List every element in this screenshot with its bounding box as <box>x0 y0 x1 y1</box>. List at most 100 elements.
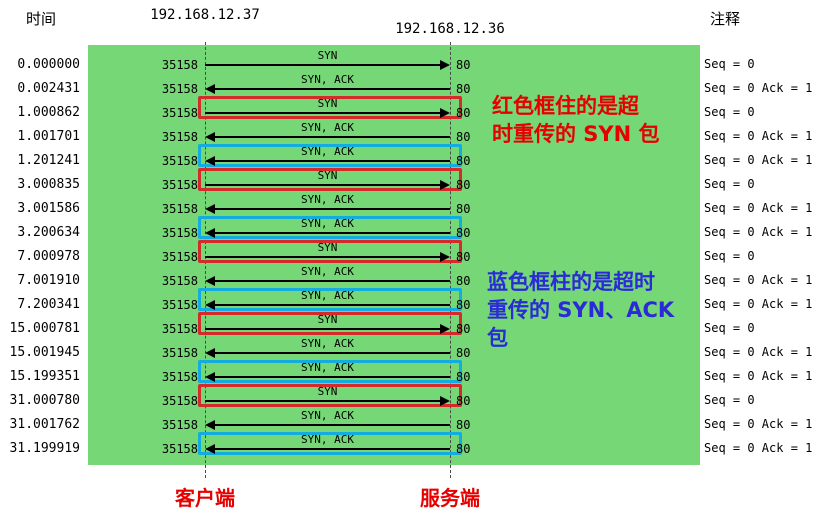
graph-canvas <box>88 45 700 465</box>
flow-right-port: 80 <box>456 274 471 288</box>
flow-packet-label: SYN <box>317 385 338 398</box>
time-column-header: 时间 <box>26 10 57 28</box>
arrow-left-icon <box>205 444 215 454</box>
syn-retransmit-box <box>198 312 462 335</box>
flow-comment: Seq = 0 Ack = 1 <box>704 369 813 383</box>
flow-packet-label: SYN, ACK <box>301 265 354 278</box>
flow-right-port: 80 <box>456 178 471 192</box>
arrow-right-icon <box>440 252 450 262</box>
arrow-left-icon <box>205 372 215 382</box>
client-ip-header: 192.168.12.37 <box>150 7 260 23</box>
flow-arrow-shaft <box>215 352 450 354</box>
flow-comment: Seq = 0 Ack = 1 <box>704 273 813 287</box>
flow-time: 1.001701 <box>17 129 80 144</box>
flow-comment: Seq = 0 Ack = 1 <box>704 153 813 167</box>
flow-arrow-shaft <box>215 208 450 210</box>
flow-left-port: 35158 <box>161 250 198 264</box>
flow-comment: Seq = 0 Ack = 1 <box>704 417 813 431</box>
comments-column-header: 注释 <box>710 10 741 28</box>
flow-time: 15.199351 <box>9 369 80 384</box>
flow-right-port: 80 <box>456 202 471 216</box>
arrow-right-icon <box>440 108 450 118</box>
arrow-left-icon <box>205 228 215 238</box>
flow-packet-label: SYN <box>317 313 338 326</box>
flow-packet-label: SYN <box>317 241 338 254</box>
flow-right-port: 80 <box>456 394 471 408</box>
flow-right-port: 80 <box>456 298 471 312</box>
flow-left-port: 35158 <box>161 370 198 384</box>
flow-packet-label: SYN <box>317 169 338 182</box>
arrow-left-icon <box>205 276 215 286</box>
flow-left-port: 35158 <box>161 298 198 312</box>
syn-retransmit-box <box>198 168 462 191</box>
flow-comment: Seq = 0 <box>704 105 755 119</box>
flow-right-port: 80 <box>456 130 471 144</box>
flow-right-port: 80 <box>456 250 471 264</box>
flow-arrow-shaft <box>215 88 450 90</box>
flow-comment: Seq = 0 <box>704 393 755 407</box>
flow-left-port: 35158 <box>161 202 198 216</box>
syn-retransmission-note: 红色框住的是超 时重传的 SYN 包 <box>492 94 660 146</box>
server-ip-header: 192.168.12.36 <box>395 21 505 37</box>
arrow-left-icon <box>205 420 215 430</box>
flow-arrow-shaft <box>205 64 440 66</box>
flow-packet-label: SYN, ACK <box>301 361 354 374</box>
flow-comment: Seq = 0 Ack = 1 <box>704 201 813 215</box>
flow-arrow-shaft <box>215 448 450 450</box>
flow-left-port: 35158 <box>161 346 198 360</box>
flow-time: 1.201241 <box>17 153 80 168</box>
flow-arrow-shaft <box>205 328 440 330</box>
flow-arrow-shaft <box>215 136 450 138</box>
flow-right-port: 80 <box>456 154 471 168</box>
flow-comment: Seq = 0 Ack = 1 <box>704 225 813 239</box>
flow-time: 7.001910 <box>17 273 80 288</box>
flow-left-port: 35158 <box>161 130 198 144</box>
flow-left-port: 35158 <box>161 106 198 120</box>
synack-retransmit-box <box>198 144 462 167</box>
flow-time: 0.000000 <box>17 57 80 72</box>
flow-arrow-shaft <box>205 400 440 402</box>
flow-left-port: 35158 <box>161 394 198 408</box>
flow-comment: Seq = 0 <box>704 177 755 191</box>
flow-time: 7.000978 <box>17 249 80 264</box>
flow-packet-label: SYN, ACK <box>301 433 354 446</box>
flow-left-port: 35158 <box>161 226 198 240</box>
flow-packet-label: SYN, ACK <box>301 289 354 302</box>
flow-comment: Seq = 0 Ack = 1 <box>704 81 813 95</box>
synack-retransmit-box <box>198 288 462 311</box>
flow-arrow-shaft <box>215 232 450 234</box>
arrow-left-icon <box>205 300 215 310</box>
flow-arrow-shaft <box>205 256 440 258</box>
flow-arrow-shaft <box>205 112 440 114</box>
flow-left-port: 35158 <box>161 178 198 192</box>
flow-left-port: 35158 <box>161 322 198 336</box>
flow-right-port: 80 <box>456 370 471 384</box>
arrow-left-icon <box>205 156 215 166</box>
flow-comment: Seq = 0 Ack = 1 <box>704 345 813 359</box>
arrow-left-icon <box>205 132 215 142</box>
flow-left-port: 35158 <box>161 418 198 432</box>
flow-time: 3.000835 <box>17 177 80 192</box>
flow-time: 15.000781 <box>9 321 80 336</box>
flow-right-port: 80 <box>456 346 471 360</box>
flow-right-port: 80 <box>456 106 471 120</box>
flow-time: 31.199919 <box>9 441 80 456</box>
flow-packet-label: SYN, ACK <box>301 73 354 86</box>
flow-comment: Seq = 0 <box>704 249 755 263</box>
arrow-right-icon <box>440 60 450 70</box>
flow-left-port: 35158 <box>161 58 198 72</box>
flow-right-port: 80 <box>456 322 471 336</box>
flow-comment: Seq = 0 <box>704 57 755 71</box>
flow-time: 3.200634 <box>17 225 80 240</box>
flow-left-port: 35158 <box>161 154 198 168</box>
synack-retransmit-box <box>198 360 462 383</box>
flow-arrow-shaft <box>205 184 440 186</box>
syn-retransmit-box <box>198 96 462 119</box>
flow-packet-label: SYN <box>317 49 338 62</box>
flow-packet-label: SYN, ACK <box>301 409 354 422</box>
client-endpoint-label: 客户端 <box>175 486 235 510</box>
arrow-left-icon <box>205 84 215 94</box>
server-endpoint-label: 服务端 <box>420 486 480 510</box>
flow-time: 1.000862 <box>17 105 80 120</box>
flow-right-port: 80 <box>456 226 471 240</box>
